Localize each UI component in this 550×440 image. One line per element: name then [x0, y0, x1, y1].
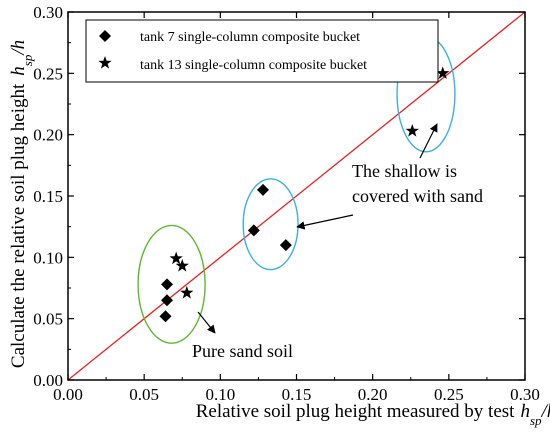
x-tick-label: 0.10	[205, 385, 235, 404]
y-tick-label: 0.30	[33, 3, 63, 22]
x-tick-label: 0.15	[282, 385, 312, 404]
y-tick-label: 0.05	[33, 310, 63, 329]
x-tick-label: 0.25	[434, 385, 464, 404]
legend-label-tank13: tank 13 single-column composite bucket	[140, 58, 367, 73]
x-tick-label: 0.05	[129, 385, 159, 404]
annotation-shallow-line2: covered with sand	[352, 186, 483, 206]
annotation-pure-sand: Pure sand soil	[192, 341, 293, 361]
data-point-tank13	[405, 123, 419, 137]
x-tick-label: 0.20	[358, 385, 388, 404]
data-point-tank7	[161, 294, 174, 307]
x-tick-label: 0.00	[53, 385, 83, 404]
x-axis-title: Relative soil plug height measured by te…	[196, 401, 550, 428]
x-axis-symbol: hsp/h	[520, 401, 550, 428]
legend-box	[85, 19, 439, 83]
x-axis-label: Relative soil plug height measured by te…	[196, 401, 515, 422]
annotation-ellipse-1	[242, 178, 299, 271]
data-point-tank7	[161, 278, 174, 291]
y-tick-label: 0.10	[33, 248, 63, 267]
y-tick-label: 0.15	[33, 187, 63, 206]
y-axis-label: Calculate the relative soil plug height	[8, 83, 29, 368]
data-point-tank7	[159, 310, 172, 323]
y-axis-title: Calculate the relative soil plug height h…	[8, 40, 35, 368]
data-point-tank7	[279, 239, 292, 252]
data-point-tank13	[175, 258, 189, 272]
annotation-arrow-shallow-left	[296, 214, 354, 230]
data-point-tank13	[436, 66, 450, 79]
y-tick-label: 0.20	[33, 126, 63, 145]
legend-marker-diamond	[99, 30, 111, 42]
svg-text:Calculate the relative soil pl: Calculate the relative soil plug height h…	[8, 40, 35, 368]
x-tick-label: 0.30	[510, 385, 540, 404]
y-tick-label: 0.25	[33, 64, 63, 83]
data-point-tank13	[180, 285, 194, 299]
annotation-ellipse-0	[137, 224, 206, 344]
y-axis-symbol: hsp/h	[8, 40, 35, 76]
data-point-tank7	[256, 183, 269, 196]
annotation-arrow-shallow-right	[419, 123, 438, 159]
y-tick-label: 0.00	[33, 371, 63, 390]
legend: tank 7 single-column composite bucket ta…	[85, 19, 439, 83]
legend-marker-star	[98, 56, 112, 69]
data-point-tank7	[247, 224, 260, 237]
annotation-shallow-line1: The shallow is	[352, 161, 457, 181]
data-point-tank13	[169, 251, 183, 265]
legend-label-tank7: tank 7 single-column composite bucket	[140, 30, 360, 45]
annotation-arrow-pure-sand	[197, 311, 216, 334]
